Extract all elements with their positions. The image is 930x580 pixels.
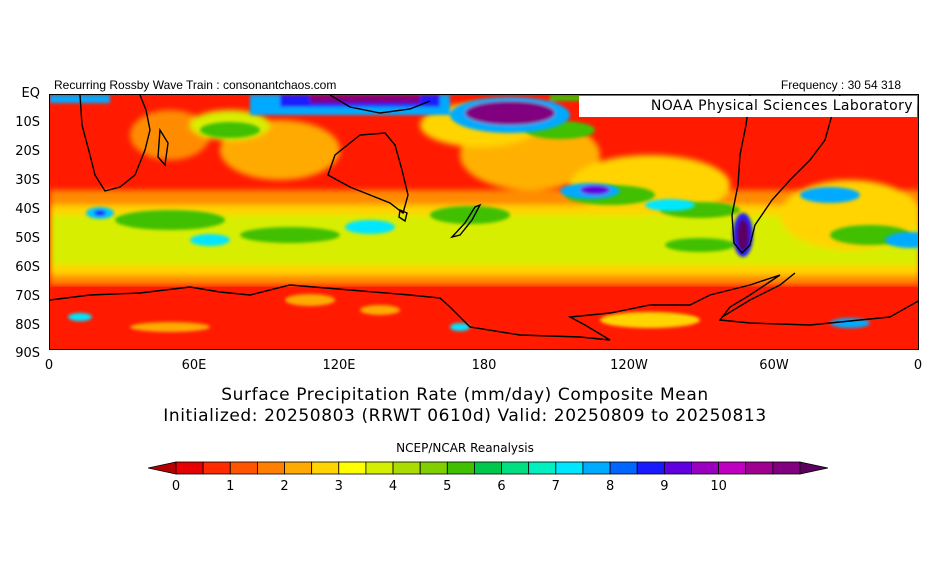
- colorbar-tick-label: 5: [443, 479, 452, 494]
- x-tick-label: 120W: [610, 358, 648, 373]
- colorbar-tick-label: 0: [171, 479, 181, 494]
- colorbar-swatch: [555, 461, 584, 475]
- x-tick-label: 180: [471, 358, 497, 373]
- data-source-label: NCEP/NCAR Reanalysis: [396, 441, 534, 455]
- colorbar-swatch: [446, 461, 475, 475]
- coastlines: [50, 95, 918, 341]
- y-tick-label: 30S: [15, 173, 40, 188]
- antarctica-coast: [50, 274, 918, 341]
- x-tick-label: 60E: [181, 358, 207, 373]
- colorbar-swatch: [582, 461, 611, 475]
- map-subtitle: Initialized: 20250803 (RRWT 0610d) Valid…: [163, 406, 767, 426]
- tasmania-coast: [398, 208, 408, 223]
- colorbar-swatch: [663, 461, 692, 475]
- y-tick-label: 40S: [15, 202, 40, 217]
- colorbar-swatch: [202, 461, 231, 475]
- colorbar-swatch: [229, 461, 258, 475]
- colorbar-tick-label: 4: [388, 479, 398, 494]
- colorbar-tick-label: 8: [605, 479, 615, 494]
- y-tick-label: EQ: [21, 86, 40, 101]
- colorbar-swatch: [691, 461, 720, 475]
- y-tick-label: 20S: [15, 144, 40, 159]
- colorbar-tick-label: 3: [334, 479, 343, 494]
- colorbar-tick-label: 1: [226, 479, 235, 494]
- header-title: Recurring Rossby Wave Train : consonantc…: [54, 78, 337, 92]
- colorbar-swatch: [745, 461, 774, 475]
- colorbar-swatch: [501, 461, 530, 475]
- antarctic-region: [50, 287, 918, 349]
- y-tick-label: 90S: [15, 346, 40, 361]
- y-tick-label: 60S: [15, 260, 40, 275]
- colorbar-tick-label: 6: [497, 479, 506, 494]
- antarctic-peninsula-coast: [721, 272, 796, 318]
- colorbar-swatch: [609, 461, 638, 475]
- colorbar-swatch: [718, 461, 747, 475]
- colorbar-swatch: [311, 461, 340, 475]
- map-canvas: [50, 95, 918, 349]
- frequency-label: Frequency : 30 54 318: [780, 78, 901, 92]
- y-tick-label: 70S: [15, 289, 40, 304]
- colorbar-min-arrow: [148, 461, 177, 475]
- colorbar-swatch: [284, 461, 313, 475]
- colorbar-swatch: [392, 461, 421, 475]
- colorbar-tick-label: 7: [551, 479, 560, 494]
- x-tick-label: 0: [44, 358, 54, 373]
- colorbar-swatch: [772, 461, 801, 475]
- y-tick-label: 80S: [15, 318, 40, 333]
- indonesia-coast: [329, 95, 431, 114]
- x-tick-label: 120E: [322, 358, 356, 373]
- x-tick-label: 0: [913, 358, 923, 373]
- antarctic-patches: [68, 294, 870, 332]
- colorbar-tick-label: 10: [710, 479, 727, 494]
- y-tick-label: 50S: [15, 231, 40, 246]
- south-america-coast: [731, 95, 841, 255]
- colorbar-swatch: [175, 461, 204, 475]
- colorbar-swatch: [365, 461, 394, 475]
- colorbar-swatch: [528, 461, 557, 475]
- y-tick-label: 10S: [15, 115, 40, 130]
- map-title: Surface Precipitation Rate (mm/day) Comp…: [221, 385, 709, 405]
- patagonia-heavy-rain: [733, 213, 753, 257]
- colorbar-swatch: [474, 461, 502, 475]
- africa-coast: [79, 95, 151, 192]
- colorbar-max-arrow: [799, 461, 828, 475]
- attribution-label: NOAA Physical Sciences Laboratory: [579, 96, 917, 117]
- new-zealand-coast: [449, 203, 482, 239]
- australia-coast: [327, 132, 409, 215]
- colorbar-tick-label: 2: [280, 479, 289, 494]
- colorbar-swatch: [338, 461, 367, 475]
- colorbar-swatch: [636, 461, 665, 475]
- colorbar: [148, 461, 828, 475]
- colorbar-swatch: [256, 461, 285, 475]
- x-tick-label: 60W: [759, 358, 789, 373]
- colorbar-swatch: [419, 461, 448, 475]
- precipitation-map: [49, 94, 919, 350]
- madagascar-coast: [157, 127, 169, 167]
- colorbar-tick-label: 9: [660, 479, 669, 494]
